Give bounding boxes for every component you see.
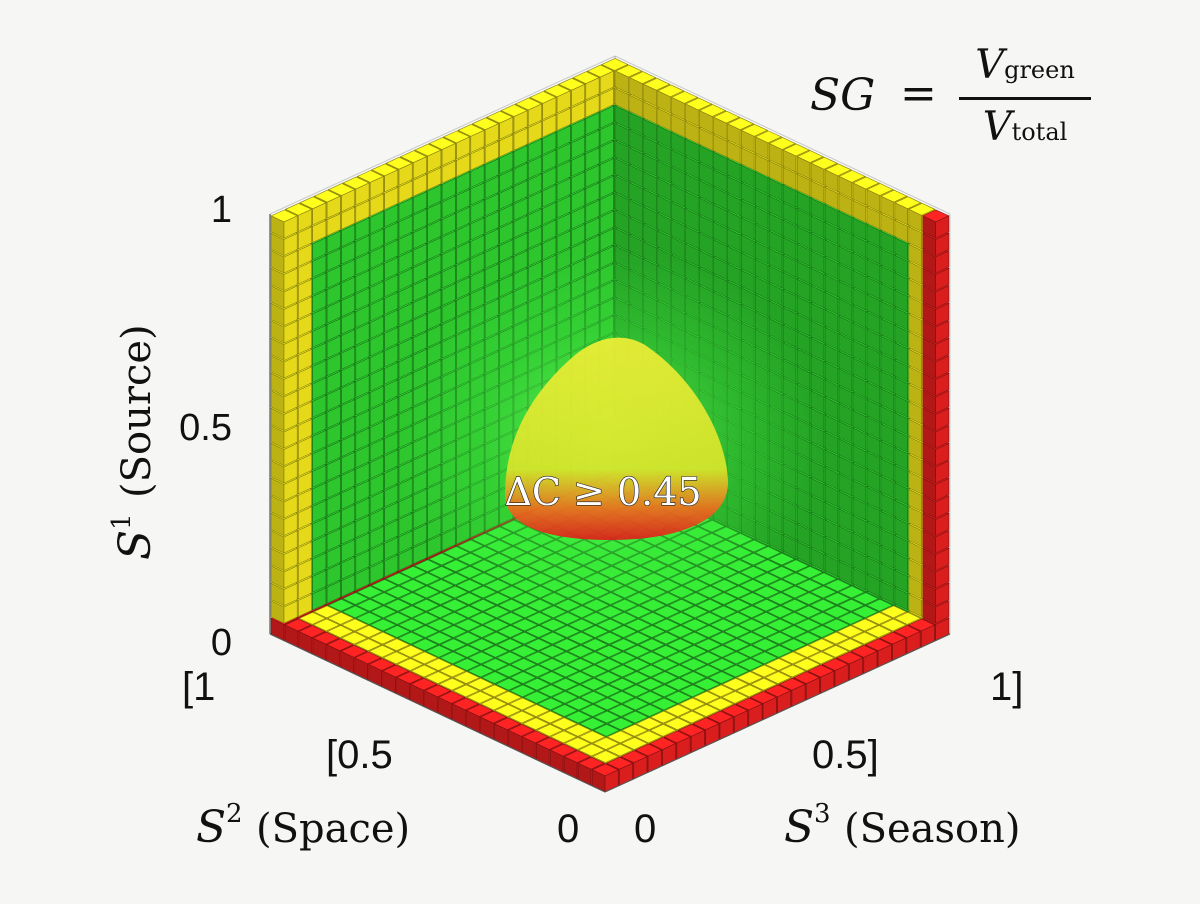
chart-container: ΔC ≥ 0.45 1 0.5 0 [1 [0.5 0 0 0.5] 1] S … (0, 0, 1200, 900)
